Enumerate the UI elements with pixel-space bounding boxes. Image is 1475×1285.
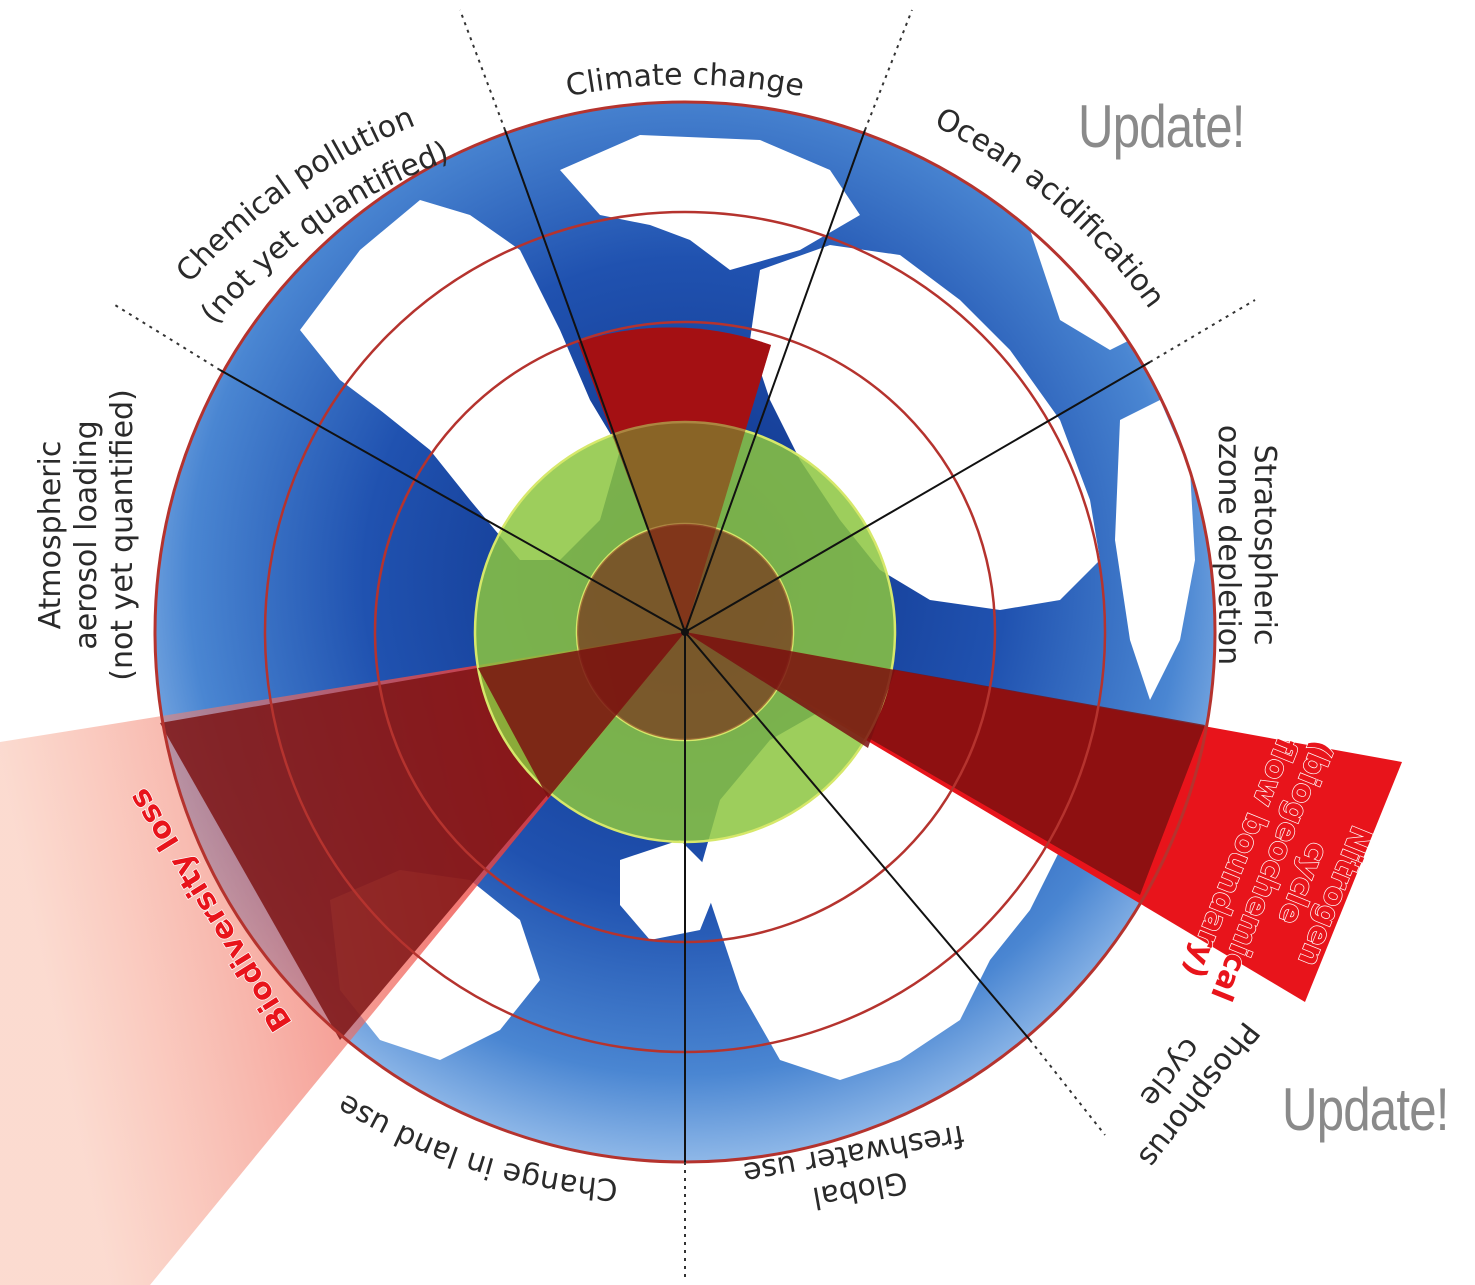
label-aerosol-line1: Atmospheric (33, 441, 68, 630)
label-aerosol-line3: (not yet quantified) (105, 389, 140, 681)
label-phosphorus: Phosphorus cycle (1131, 1015, 1266, 1174)
update-note-top: Update! (1078, 93, 1245, 160)
label-aerosol: Atmospheric aerosol loading (not yet qua… (33, 389, 140, 681)
label-climate-change-text: Climate change (563, 57, 807, 104)
update-note-bottom: Update! (1282, 1076, 1449, 1143)
label-aerosol-line2: aerosol loading (69, 420, 104, 649)
sector-lines (219, 129, 1151, 1162)
label-ozone-line1: Stratospheric (1247, 445, 1282, 646)
sector-dotted-lines (114, 9, 1256, 1280)
label-ozone-line2: ozone depletion (1211, 425, 1246, 665)
center-dot (681, 628, 689, 636)
label-climate-change: Climate change (563, 57, 807, 104)
label-ozone: Stratospheric ozone depletion (1211, 425, 1282, 665)
